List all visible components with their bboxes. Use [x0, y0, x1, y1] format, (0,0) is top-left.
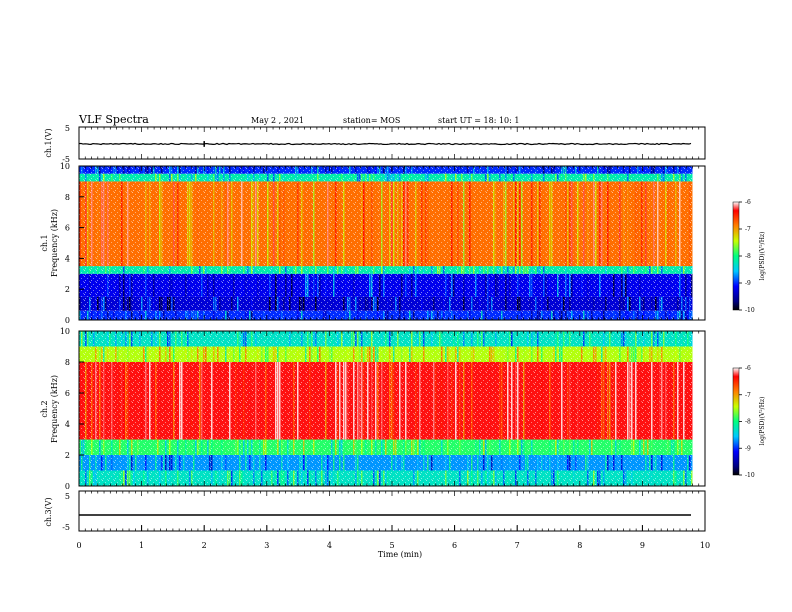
frequency-ytick-label: 4 — [65, 420, 70, 429]
ch2-colorbar-label: log(PSD)(V²/Hz) — [759, 397, 766, 446]
time-xtick-label: 0 — [76, 541, 81, 550]
ch1-colorbar-label: log(PSD)(V²/Hz) — [759, 232, 766, 281]
time-xtick-label: 4 — [327, 541, 332, 550]
ch1-spectrogram-panel: ch.1 Frequency (kHz) 0 2 4 6 8 10 log(PSD)(V²… — [40, 162, 766, 325]
ch1-colorbar: log(PSD)(V²/Hz) -6 -7 -8 -9 -10 — [732, 199, 766, 314]
ch2-spectrogram-channel-label: ch.2 — [40, 400, 49, 417]
ch1-voltage-ylabel: ch.1(V) — [44, 128, 53, 157]
colorbar-tick-label: -9 — [745, 280, 751, 287]
colorbar-tick-label: -9 — [745, 445, 751, 452]
time-xtick-label: 7 — [515, 541, 520, 550]
time-xtick-label: 9 — [640, 541, 645, 550]
header-date: May 2 , 2021 — [251, 116, 304, 125]
time-xlabel: Time (min) — [378, 550, 422, 559]
figure-title: VLF Spectra — [78, 113, 149, 126]
spectral-grain — [79, 331, 693, 486]
colorbar-tick-label: -10 — [745, 307, 755, 314]
time-xtick-label: 6 — [452, 541, 457, 550]
time-xtick-label: 10 — [700, 541, 710, 550]
header-station: station= MOS — [343, 116, 400, 125]
time-xtick-label: 8 — [577, 541, 582, 550]
frequency-ytick-label: 10 — [60, 327, 70, 336]
colorbar-tick-label: -6 — [745, 199, 751, 206]
frequency-ytick-label: 0 — [65, 482, 70, 491]
ch3-voltage-ylabel: ch.3(V) — [44, 497, 53, 526]
ch1-waveform-panel: ch.1(V) 5 -5 — [44, 124, 706, 164]
colorbar-tick-label: -6 — [745, 365, 751, 372]
frequency-ytick-label: 8 — [65, 358, 70, 367]
colorbar-tick-label: -7 — [745, 226, 751, 233]
frequency-ytick-label: 8 — [65, 193, 70, 202]
time-xtick-label: 1 — [139, 541, 144, 550]
frequency-ytick-label: 10 — [60, 162, 70, 171]
ch3-ytick-bottom: -5 — [62, 523, 70, 532]
colorbar-tick-label: -10 — [745, 472, 755, 479]
ch3-ytick-top: 5 — [65, 492, 70, 501]
frequency-ytick-label: 4 — [65, 254, 70, 263]
ch1-spectrogram-channel-label: ch.1 — [40, 234, 49, 251]
frequency-ytick-label: 0 — [65, 316, 70, 325]
colorbar-tick-label: -7 — [745, 392, 751, 399]
time-xtick-label: 3 — [264, 541, 269, 550]
ch1-ytick-bottom: -5 — [62, 155, 70, 164]
ch1-frequency-ylabel: Frequency (kHz) — [50, 209, 59, 277]
frequency-ytick-label: 2 — [65, 285, 70, 294]
ch2-colorbar: log(PSD)(V²/Hz) -6 -7 -8 -9 -10 — [732, 365, 766, 479]
colorbar-tick-label: -8 — [745, 419, 751, 426]
header-start-time: start UT = 18: 10: 1 — [438, 116, 519, 125]
ch3-waveform-panel: ch.3(V) 5 -5 0 1 2 3 4 5 6 7 8 9 10 Time (min) — [44, 490, 710, 559]
spectral-grain — [79, 166, 693, 320]
frequency-ytick-label: 2 — [65, 451, 70, 460]
ch2-spectrogram-panel: ch.2 Frequency (kHz) 0 2 4 6 8 10 log(PSD)(V²… — [40, 327, 766, 491]
frequency-ytick-label: 6 — [65, 224, 70, 233]
colorbar-tick-label: -8 — [745, 253, 751, 260]
ch2-frequency-ylabel: Frequency (kHz) — [50, 375, 59, 443]
ch1-ytick-top: 5 — [65, 124, 70, 133]
waveform-trace — [78, 142, 692, 146]
frequency-ytick-label: 6 — [65, 389, 70, 398]
time-xtick-label: 5 — [389, 541, 394, 550]
time-xtick-label: 2 — [202, 541, 207, 550]
